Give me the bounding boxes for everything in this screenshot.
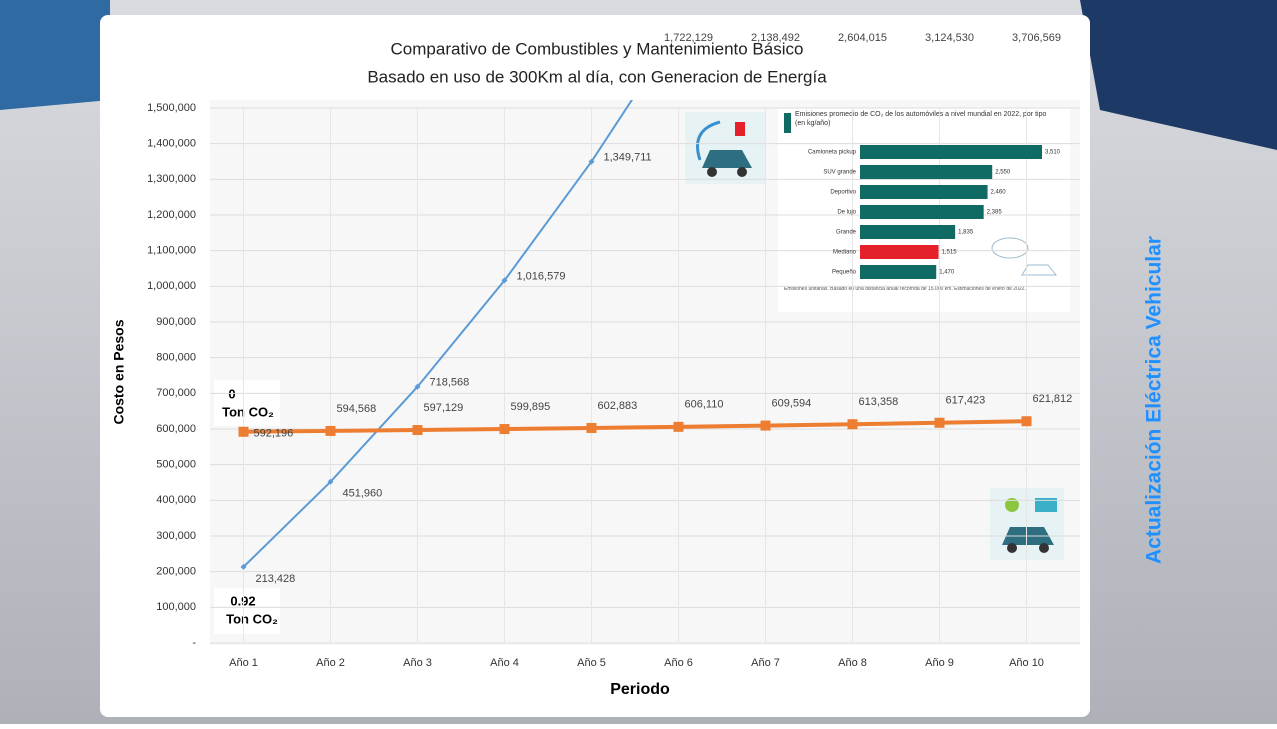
inset-bar <box>860 265 936 279</box>
slide-title: Actualización Eléctrica Vehicular <box>1143 236 1166 564</box>
point <box>587 423 597 433</box>
data-label: 1,016,579 <box>517 270 566 282</box>
x-tick-label: Año 5 <box>577 657 606 669</box>
inset-value-label: 1,470 <box>939 270 955 276</box>
inset-title: Emisiones promedio de CO₂ de los automóv… <box>795 110 1055 128</box>
data-label: 609,594 <box>772 397 812 409</box>
y-tick-label: 400,000 <box>156 494 196 506</box>
inset-category-label: Grande <box>836 230 857 236</box>
inset-note-box: Emisiones unitarias. Basado en una dista… <box>784 286 1064 308</box>
y-tick-label: 1,100,000 <box>147 245 196 257</box>
data-label: 3,124,530 <box>925 32 974 44</box>
point <box>413 425 423 435</box>
point <box>239 427 249 437</box>
inset-bar <box>860 165 992 179</box>
chart-title: Comparativo de Combustibles y Mantenimie… <box>391 39 804 58</box>
inset-bar <box>860 145 1042 159</box>
data-label: 1,722,129 <box>664 32 713 44</box>
x-tick-label: Año 1 <box>229 657 258 669</box>
point <box>674 422 684 432</box>
data-label: 621,812 <box>1033 393 1073 405</box>
data-label: 597,129 <box>424 402 464 414</box>
left-band <box>0 0 110 110</box>
point <box>1022 416 1032 426</box>
x-tick-label: Año 4 <box>490 657 519 669</box>
page: Actualización Eléctrica Vehicular Compar… <box>0 0 1277 724</box>
chart-subtitle: Basado en uso de 300Km al día, con Gener… <box>367 67 827 86</box>
data-label: 594,568 <box>337 403 377 415</box>
inset-legend-swatch <box>784 113 791 133</box>
point <box>848 419 858 429</box>
inset-bar <box>860 245 939 259</box>
x-tick-label: Año 10 <box>1009 657 1044 669</box>
y-tick-label: 1,000,000 <box>147 280 196 292</box>
inset-note: Emisiones unitarias. Basado en una dista… <box>784 286 1064 293</box>
data-label: 606,110 <box>685 399 724 411</box>
data-label: 1,349,711 <box>604 152 652 164</box>
x-tick-label: Año 2 <box>316 657 345 669</box>
data-label: 3,706,569 <box>1012 32 1061 44</box>
inset-category-label: Deportivo <box>830 190 856 196</box>
inset-category-label: Pequeño <box>832 270 857 276</box>
data-label: 599,895 <box>511 401 551 413</box>
y-axis-label: Costo en Pesos <box>111 319 127 424</box>
data-label: 213,428 <box>256 573 296 585</box>
inset-category-label: Camioneta pickup <box>808 150 857 156</box>
data-label: 718,568 <box>430 377 470 389</box>
y-tick-label: 1,200,000 <box>147 209 196 221</box>
point <box>935 418 945 428</box>
y-tick-label: 1,500,000 <box>147 102 196 114</box>
icon-fuel-car <box>685 112 765 184</box>
point <box>500 424 510 434</box>
inset-category-label: Mediano <box>833 250 857 256</box>
y-tick-label: 100,000 <box>156 601 196 613</box>
inset-title-box: Emisiones promedio de CO₂ de los automóv… <box>795 110 1055 140</box>
y-tick-label: 800,000 <box>156 352 196 364</box>
inset-value-label: 1,515 <box>942 250 958 256</box>
data-label: 451,960 <box>343 488 383 500</box>
y-tick-label: 900,000 <box>156 316 196 328</box>
annotation: 0 <box>228 386 235 401</box>
y-tick-label: 700,000 <box>156 387 196 399</box>
inset-value-label: 2,385 <box>987 210 1003 216</box>
data-label: 592,196 <box>254 428 294 440</box>
point <box>761 421 771 431</box>
x-tick-label: Año 7 <box>751 657 780 669</box>
annotation: Ton CO₂ <box>226 611 278 626</box>
inset-value-label: 2,550 <box>995 170 1011 176</box>
x-tick-label: Año 3 <box>403 657 432 669</box>
y-tick-label: 200,000 <box>156 566 196 578</box>
y-tick-label: 1,300,000 <box>147 173 196 185</box>
data-label: 2,138,492 <box>751 32 800 44</box>
y-tick-label: 500,000 <box>156 459 196 471</box>
inset-bar <box>860 225 955 239</box>
inset-category-label: SUV grande <box>823 170 856 176</box>
data-label: 602,883 <box>598 400 638 412</box>
x-axis-label: Periodo <box>610 681 670 698</box>
inset-value-label: 1,835 <box>958 230 974 236</box>
slide: Actualización Eléctrica Vehicular Compar… <box>0 0 1277 724</box>
y-tick-label: 600,000 <box>156 423 196 435</box>
annotation: Ton CO₂ <box>222 404 274 419</box>
y-tick-label: - <box>192 637 196 649</box>
inset-bar <box>860 185 988 199</box>
inset-value-label: 3,510 <box>1045 150 1061 156</box>
x-tick-label: Año 8 <box>838 657 867 669</box>
data-label: 2,604,015 <box>838 32 887 44</box>
y-tick-label: 1,400,000 <box>147 138 196 150</box>
point <box>326 426 336 436</box>
data-label: 617,423 <box>946 395 986 407</box>
y-tick-label: 300,000 <box>156 530 196 542</box>
x-tick-label: Año 9 <box>925 657 954 669</box>
x-tick-label: Año 6 <box>664 657 693 669</box>
inset-bar <box>860 205 984 219</box>
inset-category-label: De lujo <box>837 210 856 216</box>
inset-value-label: 2,460 <box>991 190 1007 196</box>
data-label: 613,358 <box>859 396 899 408</box>
